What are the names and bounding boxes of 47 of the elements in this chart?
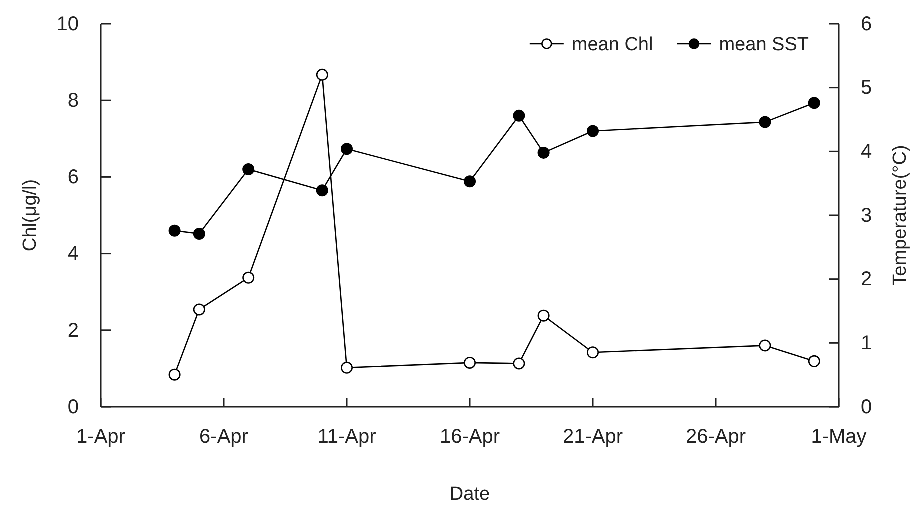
y-axis-title: Chl(μg/l) (20, 179, 41, 252)
y2-tick-label: 5 (861, 77, 872, 100)
point (242, 164, 255, 176)
point (759, 340, 772, 352)
point (808, 355, 820, 368)
point (464, 176, 476, 188)
y2-tick-label: 2 (861, 268, 872, 291)
x-tick-label: 26-Apr (686, 426, 746, 448)
x-tick-label: 11-Apr (318, 426, 377, 448)
y-tick-label: 2 (68, 320, 79, 342)
point (341, 362, 353, 374)
legend-label: mean Chl (572, 34, 654, 56)
x-tick-label: 21-Apr (562, 426, 624, 448)
point (538, 310, 550, 322)
point (193, 228, 206, 240)
point (587, 125, 599, 138)
y2-tick-label: 1 (861, 332, 872, 355)
point (587, 346, 599, 359)
y-tick-label: 0 (68, 396, 79, 418)
point (168, 368, 181, 381)
x-axis-title: Date (450, 484, 490, 505)
point (242, 272, 255, 284)
point (464, 356, 476, 369)
point (316, 68, 328, 81)
y-tick-label: 4 (68, 243, 79, 266)
point (808, 97, 820, 110)
point (538, 146, 550, 159)
point (513, 358, 526, 370)
y2-tick-label: 0 (861, 396, 872, 418)
x-tick-label: 16-Apr (440, 426, 500, 448)
point (193, 304, 206, 316)
point (759, 116, 772, 128)
x-tick-label: 6-Apr (200, 426, 249, 448)
x-tick-label: 1-May (811, 426, 867, 448)
y-tick-label: 10 (56, 13, 79, 36)
y2-tick-label: 4 (861, 141, 872, 164)
x-tick-label: 1-Apr (76, 426, 126, 448)
y2-tick-label: 3 (861, 204, 872, 227)
legend-label: mean SST (719, 34, 810, 56)
y2-tick-label: 6 (861, 13, 872, 36)
y2-axis-title: Temperature(°C) (890, 145, 911, 286)
point (341, 143, 353, 156)
y-tick-label: 8 (68, 90, 79, 112)
point (316, 184, 328, 197)
y-tick-label: 6 (68, 166, 79, 189)
point (168, 224, 181, 237)
point (513, 110, 526, 122)
